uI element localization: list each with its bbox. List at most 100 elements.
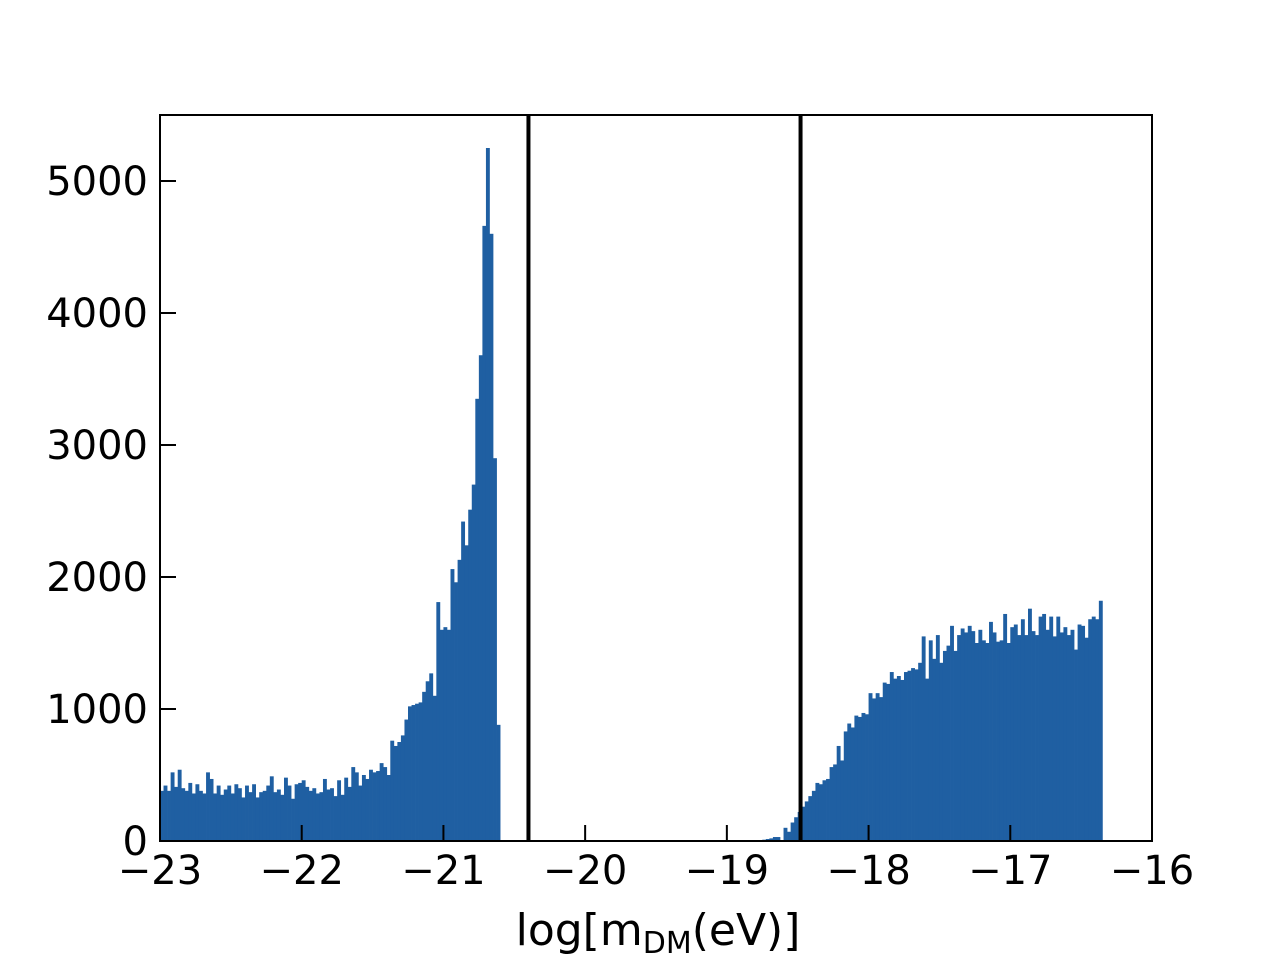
histogram-bar: [429, 673, 434, 841]
histogram-bar: [347, 786, 352, 841]
histogram-bar: [1059, 632, 1064, 841]
histogram-bar: [794, 817, 799, 841]
histogram-bar: [432, 695, 437, 841]
histogram-bar: [1077, 624, 1082, 841]
histogram-bar: [776, 837, 781, 841]
histogram-bar: [315, 793, 320, 841]
histogram-bar: [291, 798, 295, 841]
histogram-bar: [882, 682, 887, 841]
histogram-bar: [801, 806, 806, 841]
histogram-bar: [978, 629, 983, 841]
histogram-bar: [234, 784, 239, 841]
histogram-bar: [1003, 613, 1008, 841]
histogram-bar: [425, 681, 430, 841]
histogram-bars: [160, 148, 1103, 842]
histogram-bar: [213, 793, 218, 841]
histogram-bar: [1028, 608, 1032, 841]
x-axis-label-tail: (eV)]: [692, 905, 801, 956]
histogram-bar: [351, 767, 356, 841]
histogram-bar: [241, 797, 246, 841]
histogram-bar: [237, 788, 242, 841]
histogram-bar: [808, 796, 813, 841]
histogram-bar: [804, 801, 809, 841]
histogram-bar: [925, 678, 930, 841]
histogram-bar: [408, 706, 412, 841]
histogram-bar: [772, 837, 777, 841]
plot-frame: [159, 114, 1153, 842]
histogram-bar: [1006, 643, 1011, 841]
histogram-bar: [269, 776, 274, 841]
histogram-bar: [893, 678, 898, 841]
histogram-bar: [230, 793, 235, 841]
histogram-bar: [361, 775, 366, 841]
histogram-bar: [964, 632, 969, 841]
histogram-bar: [305, 786, 310, 841]
histogram-bar: [386, 775, 391, 841]
histogram-bar: [783, 827, 788, 841]
histogram-bar: [468, 509, 473, 841]
histogram-bar: [337, 780, 342, 841]
histogram-bar: [960, 628, 965, 841]
histogram-bar: [1013, 624, 1018, 841]
histogram-bar: [1088, 619, 1093, 841]
histogram-bar: [248, 792, 253, 841]
histogram-bar: [245, 785, 249, 841]
histogram-bar: [276, 789, 281, 841]
histogram-bar: [330, 788, 334, 841]
histogram-bar: [252, 784, 256, 841]
histogram-bar: [369, 769, 373, 841]
histogram-bar: [259, 792, 264, 841]
histogram-bar: [436, 602, 441, 841]
histogram-bar: [379, 763, 384, 841]
histogram-bar: [868, 693, 873, 841]
histogram-bar: [227, 785, 232, 841]
histogram-bar: [485, 148, 490, 841]
histogram-bar: [415, 703, 419, 841]
histogram-bar: [957, 635, 962, 841]
histogram-bar: [418, 702, 423, 841]
histogram-bar: [287, 785, 292, 841]
x-tick-label: −17: [968, 848, 1052, 894]
histogram-bar: [160, 790, 164, 841]
histogram-bar: [170, 772, 175, 841]
histogram-bar: [220, 794, 225, 841]
histogram-bar: [946, 645, 951, 841]
histogram-bar: [1024, 635, 1029, 841]
y-tick-label: 1000: [46, 687, 148, 733]
histogram-bar: [1063, 627, 1068, 841]
histogram-bar: [397, 742, 402, 841]
histogram-bar: [843, 731, 848, 841]
histogram-bar: [932, 658, 937, 841]
histogram-bar: [376, 771, 380, 841]
histogram-bar: [886, 683, 891, 841]
histogram-bar: [1017, 635, 1022, 841]
histogram-bar: [365, 778, 370, 841]
histogram-bar: [177, 769, 182, 841]
histogram-bar: [312, 788, 317, 841]
histogram-bar: [255, 797, 260, 841]
histogram-bar: [826, 778, 830, 841]
histogram-bar: [344, 777, 349, 841]
histogram-bar: [896, 676, 901, 841]
histogram-bar: [443, 627, 448, 841]
histogram-bar: [446, 629, 451, 841]
y-tick-label: 3000: [46, 423, 148, 469]
histogram-bar: [840, 760, 845, 841]
histogram-bar: [262, 790, 267, 841]
histogram-bar: [1052, 636, 1057, 841]
histogram-bar: [184, 790, 189, 841]
histogram-bar: [1074, 649, 1078, 841]
histogram-bar: [847, 723, 852, 841]
y-tick-labels: 0 1000 2000 3000 4000 5000: [46, 159, 148, 865]
histogram-bar: [478, 355, 483, 841]
histogram-bar: [195, 784, 200, 841]
histogram-bar: [953, 650, 958, 841]
x-tick-label: −22: [260, 848, 344, 894]
histogram-bar: [422, 691, 427, 841]
histogram-bar: [769, 838, 774, 841]
histogram-bar: [411, 705, 416, 841]
histogram-bar: [811, 790, 816, 841]
histogram-bar: [298, 782, 303, 841]
x-tick-label: −19: [685, 848, 769, 894]
